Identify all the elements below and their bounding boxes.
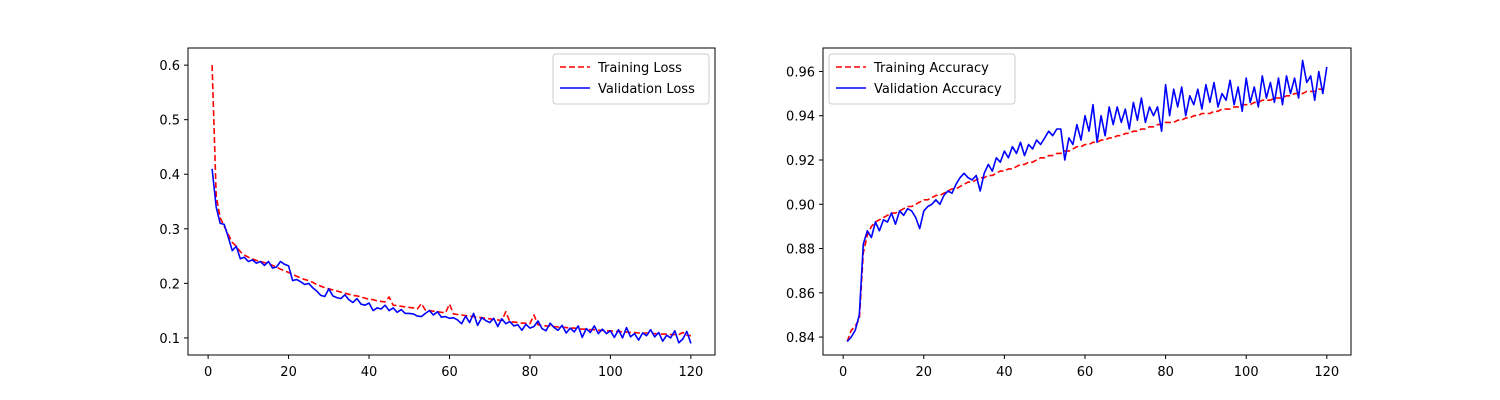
y-tick-label: 0.3 [159,223,180,238]
legend: Training Loss Validation Loss [552,53,710,105]
y-tick-label: 0.1 [159,332,180,347]
legend-box [828,53,1016,105]
x-tick-label: 80 [1157,365,1174,380]
y-tick-label: 0.96 [786,65,815,80]
y-tick-label: 0.2 [159,277,180,292]
y-tick-label: 0.4 [159,168,180,183]
x-tick-label: 20 [915,365,932,380]
x-tick-label: 100 [1234,365,1259,380]
legend-label: Validation Accuracy [874,82,1002,97]
x-tick-label: 0 [839,365,847,380]
x-tick-label: 60 [441,365,458,380]
legend-label: Training Loss [597,61,682,76]
x-tick-label: 40 [361,365,378,380]
legend-label: Validation Loss [598,82,695,97]
x-tick-label: 100 [598,365,623,380]
y-tick-label: 0.5 [159,114,180,129]
legend: Training Accuracy Validation Accuracy [828,53,1016,105]
y-tick-label: 0.94 [786,110,815,125]
legend-label: Training Accuracy [873,61,989,76]
series-line-training-accuracy [846,86,1328,342]
series-line-validation-accuracy [846,59,1328,343]
x-tick-label: 0 [204,365,212,380]
accuracy-plot: 0 20 40 60 80 100 120 0.84 0.86 0.88 0.90 0.92 0.94 0… [786,47,1352,380]
legend-box [552,53,710,105]
y-tick-label: 0.84 [786,331,815,346]
y-tick-label: 0.6 [159,59,180,74]
loss-plot: 0 20 40 60 80 100 120 0.1 0.2 0.3 0.4 0.5 0.6 Trainin… [159,47,716,380]
x-tick-label: 40 [996,365,1013,380]
series-line-validation-loss [211,168,692,344]
y-tick-label: 0.92 [786,154,815,169]
x-tick-label: 80 [522,365,539,380]
y-tick-label: 0.88 [786,243,815,258]
x-tick-label: 60 [1077,365,1094,380]
y-tick-label: 0.90 [786,198,815,213]
x-tick-label: 120 [1314,365,1339,380]
x-tick-label: 120 [678,365,703,380]
y-tick-label: 0.86 [786,287,815,302]
x-tick-label: 20 [280,365,297,380]
